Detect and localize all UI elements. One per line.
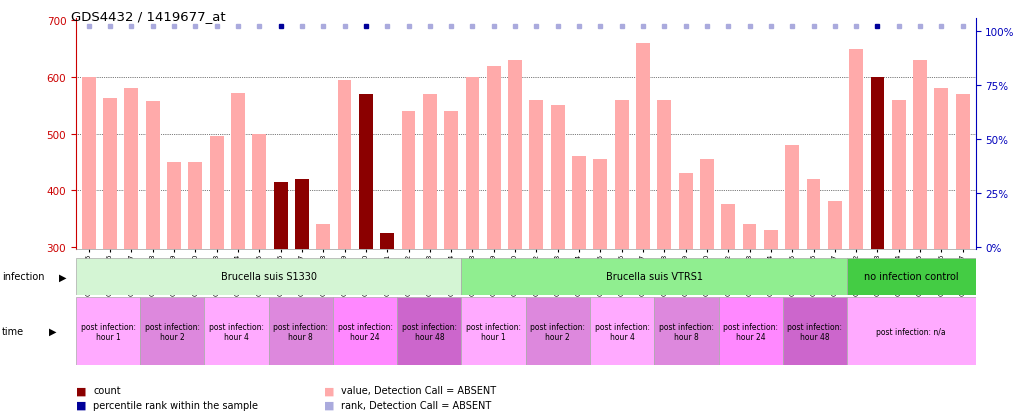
Text: ■: ■: [324, 385, 334, 395]
Text: GDS4432 / 1419677_at: GDS4432 / 1419677_at: [71, 10, 226, 23]
Text: post infection:
hour 2: post infection: hour 2: [145, 322, 200, 341]
Bar: [913, 61, 927, 413]
Bar: [462, 297, 526, 366]
Text: post infection:
hour 24: post infection: hour 24: [337, 322, 393, 341]
Bar: [783, 297, 847, 366]
Bar: [657, 100, 672, 413]
Text: post infection:
hour 24: post infection: hour 24: [723, 322, 778, 341]
Bar: [743, 225, 757, 413]
Bar: [401, 112, 415, 413]
Bar: [487, 66, 500, 413]
Text: ■: ■: [324, 400, 334, 410]
Bar: [462, 258, 847, 295]
Text: percentile rank within the sample: percentile rank within the sample: [93, 400, 258, 410]
Bar: [140, 297, 205, 366]
Text: post infection:
hour 4: post infection: hour 4: [595, 322, 649, 341]
Bar: [76, 297, 140, 366]
Bar: [718, 297, 783, 366]
Bar: [572, 157, 586, 413]
Bar: [636, 44, 650, 413]
Bar: [82, 78, 95, 413]
Bar: [956, 95, 969, 413]
Bar: [700, 159, 714, 413]
Text: ■: ■: [76, 400, 86, 410]
Bar: [526, 297, 590, 366]
Bar: [252, 134, 266, 413]
Bar: [466, 78, 479, 413]
Text: post infection: n/a: post infection: n/a: [876, 327, 946, 336]
Text: post infection:
hour 1: post infection: hour 1: [81, 322, 136, 341]
Text: no infection control: no infection control: [864, 272, 958, 282]
Text: value, Detection Call = ABSENT: value, Detection Call = ABSENT: [341, 385, 496, 395]
Bar: [870, 78, 884, 413]
Bar: [397, 297, 462, 366]
Bar: [205, 297, 268, 366]
Bar: [806, 179, 821, 413]
Text: ▶: ▶: [59, 272, 66, 282]
Bar: [231, 94, 245, 413]
Bar: [274, 182, 288, 413]
Bar: [849, 50, 863, 413]
Bar: [764, 230, 778, 413]
Bar: [76, 258, 462, 295]
Bar: [615, 100, 629, 413]
Bar: [847, 297, 976, 366]
Bar: [654, 297, 718, 366]
Bar: [445, 112, 458, 413]
Text: count: count: [93, 385, 121, 395]
Text: Brucella suis S1330: Brucella suis S1330: [221, 272, 317, 282]
Text: time: time: [2, 326, 24, 337]
Bar: [337, 81, 352, 413]
Bar: [268, 297, 333, 366]
Bar: [188, 162, 203, 413]
Bar: [167, 162, 181, 413]
Text: ▶: ▶: [49, 326, 56, 337]
Bar: [509, 61, 522, 413]
Bar: [380, 233, 394, 413]
Bar: [679, 174, 693, 413]
Bar: [125, 89, 139, 413]
Bar: [721, 205, 735, 413]
Text: post infection:
hour 8: post infection: hour 8: [274, 322, 328, 341]
Bar: [316, 225, 330, 413]
Bar: [828, 202, 842, 413]
Bar: [530, 100, 543, 413]
Text: rank, Detection Call = ABSENT: rank, Detection Call = ABSENT: [341, 400, 491, 410]
Text: Brucella suis VTRS1: Brucella suis VTRS1: [606, 272, 703, 282]
Bar: [146, 102, 160, 413]
Bar: [934, 89, 948, 413]
Text: post infection:
hour 8: post infection: hour 8: [658, 322, 714, 341]
Bar: [594, 159, 607, 413]
Bar: [103, 99, 118, 413]
Bar: [590, 297, 654, 366]
Bar: [785, 145, 799, 413]
Text: post infection:
hour 4: post infection: hour 4: [209, 322, 264, 341]
Bar: [847, 258, 976, 295]
Bar: [210, 137, 224, 413]
Text: ■: ■: [76, 385, 86, 395]
Bar: [359, 95, 373, 413]
Bar: [333, 297, 397, 366]
Bar: [295, 179, 309, 413]
Bar: [551, 106, 564, 413]
Bar: [422, 95, 437, 413]
Text: post infection:
hour 48: post infection: hour 48: [402, 322, 457, 341]
Text: post infection:
hour 48: post infection: hour 48: [787, 322, 843, 341]
Bar: [891, 100, 906, 413]
Text: post infection:
hour 1: post infection: hour 1: [466, 322, 521, 341]
Text: post infection:
hour 2: post infection: hour 2: [531, 322, 586, 341]
Text: infection: infection: [2, 272, 45, 282]
